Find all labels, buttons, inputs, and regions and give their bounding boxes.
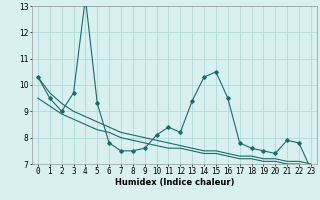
X-axis label: Humidex (Indice chaleur): Humidex (Indice chaleur) [115, 178, 234, 187]
